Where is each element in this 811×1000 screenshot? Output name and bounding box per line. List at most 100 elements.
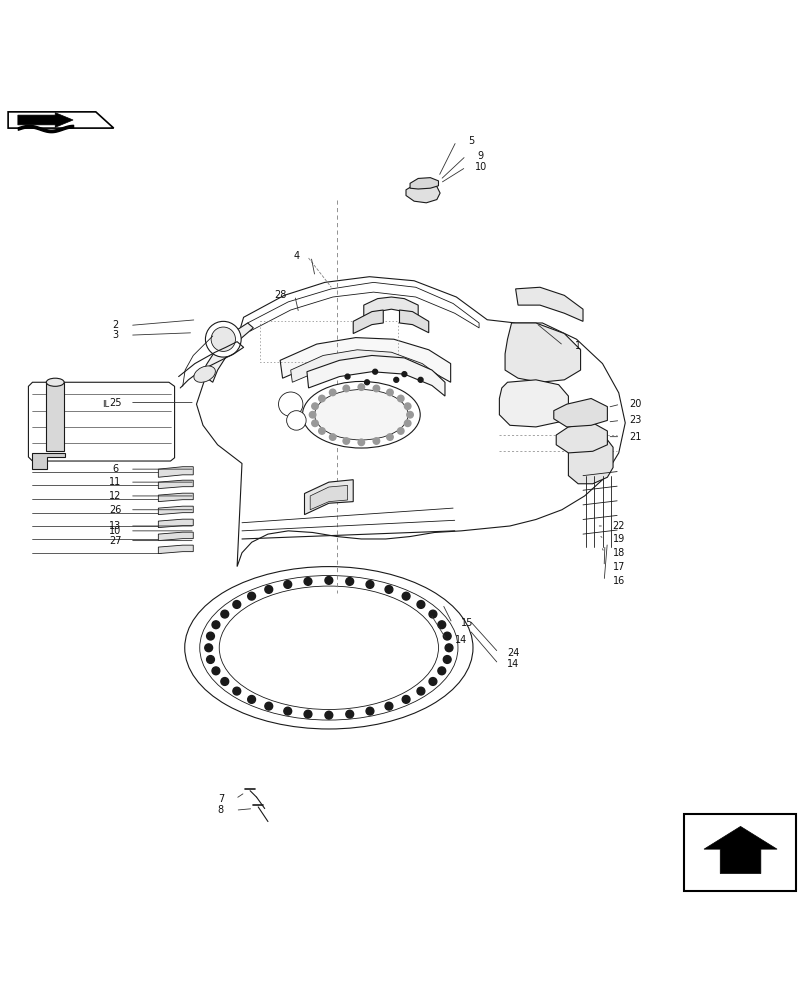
Circle shape: [247, 696, 255, 703]
Circle shape: [345, 578, 353, 585]
Circle shape: [221, 610, 229, 618]
Text: 17: 17: [611, 562, 624, 572]
Text: 23: 23: [628, 415, 641, 425]
Text: 24: 24: [506, 648, 519, 658]
Circle shape: [397, 395, 404, 402]
Polygon shape: [499, 380, 568, 427]
Circle shape: [384, 702, 393, 710]
Circle shape: [205, 321, 241, 357]
Text: 8: 8: [217, 805, 224, 815]
Text: 27: 27: [109, 536, 122, 546]
Ellipse shape: [303, 381, 420, 448]
Text: 25: 25: [109, 398, 122, 408]
Circle shape: [443, 632, 451, 640]
Text: IL: IL: [102, 400, 109, 409]
Text: 13: 13: [109, 521, 122, 531]
Circle shape: [428, 610, 436, 618]
Polygon shape: [8, 112, 114, 128]
Polygon shape: [353, 310, 383, 334]
Circle shape: [324, 576, 333, 584]
Circle shape: [324, 711, 333, 719]
Circle shape: [364, 380, 369, 385]
Ellipse shape: [185, 567, 472, 729]
Circle shape: [401, 696, 410, 703]
Circle shape: [212, 667, 220, 675]
Polygon shape: [406, 183, 440, 203]
Text: 12: 12: [109, 491, 122, 501]
Text: 15: 15: [460, 618, 473, 628]
Circle shape: [386, 389, 393, 396]
Circle shape: [404, 420, 410, 427]
Polygon shape: [158, 545, 193, 554]
Polygon shape: [158, 532, 193, 541]
Circle shape: [211, 327, 235, 351]
Text: 18: 18: [611, 548, 624, 558]
Ellipse shape: [200, 576, 457, 720]
Polygon shape: [290, 350, 440, 388]
Circle shape: [401, 372, 406, 377]
Circle shape: [318, 428, 324, 434]
Text: 6: 6: [112, 464, 118, 474]
Circle shape: [437, 667, 445, 675]
Text: 4: 4: [293, 251, 299, 261]
Circle shape: [384, 586, 393, 593]
Circle shape: [204, 644, 212, 652]
Text: 5: 5: [467, 136, 474, 146]
Circle shape: [212, 621, 220, 629]
Circle shape: [342, 438, 349, 444]
Text: 10: 10: [474, 162, 487, 172]
Circle shape: [233, 687, 240, 695]
Polygon shape: [18, 113, 73, 127]
Circle shape: [329, 389, 336, 396]
Text: 7: 7: [217, 794, 224, 804]
Polygon shape: [158, 519, 193, 528]
Circle shape: [206, 656, 214, 663]
Text: 21: 21: [628, 432, 641, 442]
Polygon shape: [158, 506, 193, 515]
Text: 20: 20: [628, 399, 641, 409]
Polygon shape: [158, 493, 193, 502]
Circle shape: [247, 592, 255, 600]
Circle shape: [397, 428, 404, 434]
Circle shape: [386, 434, 393, 440]
Circle shape: [264, 586, 272, 593]
Polygon shape: [703, 826, 776, 874]
Polygon shape: [310, 485, 347, 510]
Text: 9: 9: [477, 151, 483, 161]
Circle shape: [286, 411, 306, 430]
Circle shape: [264, 702, 272, 710]
Circle shape: [366, 707, 373, 715]
Text: 2: 2: [112, 320, 118, 330]
Circle shape: [373, 438, 380, 444]
Text: 19: 19: [611, 534, 624, 544]
Circle shape: [404, 403, 410, 409]
Circle shape: [366, 581, 373, 588]
Circle shape: [437, 621, 445, 629]
Circle shape: [284, 581, 291, 588]
Circle shape: [358, 384, 364, 390]
Text: 28: 28: [273, 290, 286, 300]
Polygon shape: [304, 480, 353, 515]
Text: 1: 1: [574, 341, 581, 351]
Polygon shape: [553, 398, 607, 427]
Polygon shape: [46, 382, 64, 451]
Circle shape: [406, 411, 413, 418]
Circle shape: [206, 632, 214, 640]
Circle shape: [329, 434, 336, 440]
Text: 3: 3: [112, 330, 118, 340]
Polygon shape: [568, 431, 612, 484]
Circle shape: [428, 678, 436, 685]
Polygon shape: [556, 423, 607, 453]
Circle shape: [278, 392, 303, 416]
Polygon shape: [307, 355, 444, 396]
Bar: [683, 814, 795, 891]
Text: 14: 14: [506, 659, 519, 669]
Polygon shape: [158, 467, 193, 477]
Ellipse shape: [46, 378, 64, 386]
Circle shape: [417, 601, 424, 608]
Polygon shape: [32, 453, 65, 469]
Text: 26: 26: [109, 505, 122, 515]
Polygon shape: [158, 480, 193, 489]
Circle shape: [393, 377, 398, 382]
Circle shape: [233, 601, 240, 608]
